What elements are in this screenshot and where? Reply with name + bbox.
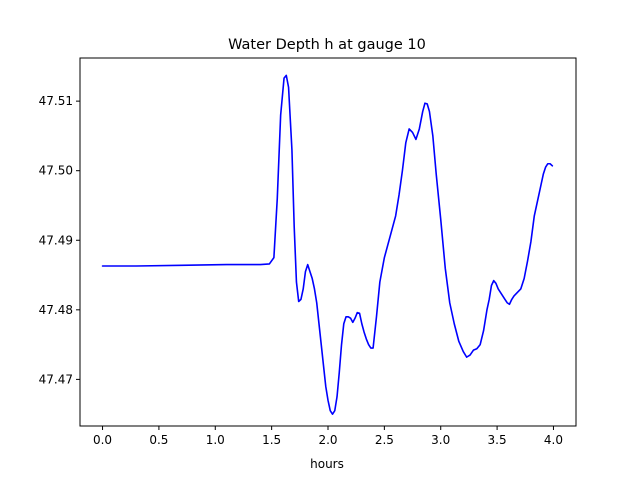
x-tick-label: 1.5 [262, 433, 281, 447]
x-tick-label: 2.0 [318, 433, 337, 447]
x-tick-label: 1.0 [206, 433, 225, 447]
y-tick-label: 47.48 [39, 303, 73, 317]
series-line-0 [101, 74, 554, 415]
x-tick-label: 0.5 [149, 433, 168, 447]
x-tick-label: 3.0 [431, 433, 450, 447]
x-tick-label: 0.0 [93, 433, 112, 447]
x-tick-label: 2.5 [375, 433, 394, 447]
y-tick-label: 47.47 [39, 372, 73, 386]
chart-title: Water Depth h at gauge 10 [228, 37, 426, 53]
plot-area: 0.0 0.5 1.0 1.5 2.0 2.5 3.0 3.5 4.0 47.47 47.48 47.… [39, 57, 577, 447]
x-axis-label: hours [310, 457, 344, 471]
plot-frame [79, 57, 577, 427]
y-tick-label: 47.49 [39, 233, 73, 247]
y-tick-label: 47.50 [39, 164, 73, 178]
x-tick-label: 3.5 [488, 433, 507, 447]
y-tick-label: 47.51 [39, 94, 73, 108]
x-tick-label: 4.0 [544, 433, 563, 447]
